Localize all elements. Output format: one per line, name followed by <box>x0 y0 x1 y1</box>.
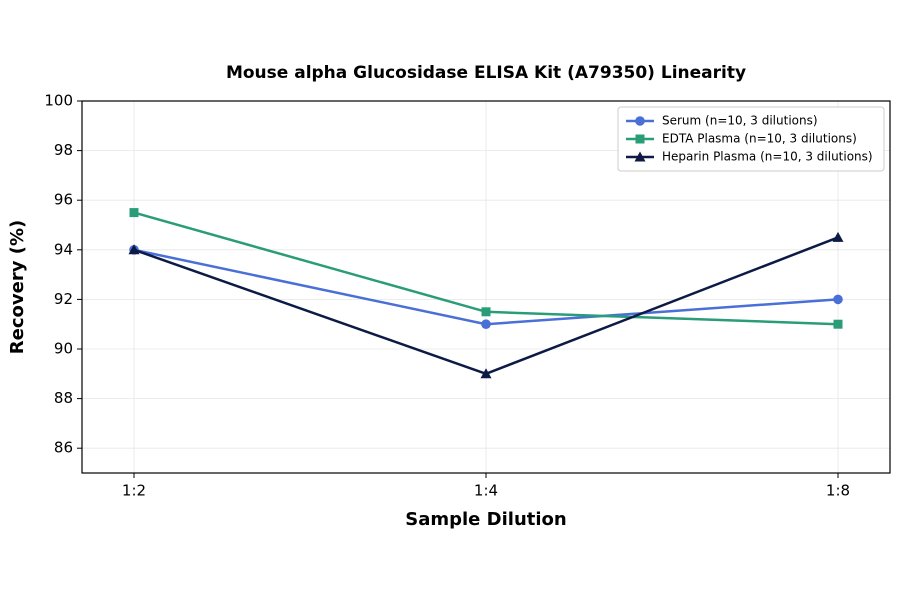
legend-label: Serum (n=10, 3 dilutions) <box>662 114 818 128</box>
data-point <box>832 231 844 242</box>
data-point <box>833 319 843 329</box>
y-tick-label: 86 <box>54 439 73 457</box>
x-tick-label: 1:2 <box>122 482 146 500</box>
data-point <box>128 244 140 255</box>
y-tick-label: 90 <box>54 340 73 358</box>
y-tick-label: 92 <box>54 290 73 308</box>
data-point <box>481 307 491 317</box>
legend-label: EDTA Plasma (n=10, 3 dilutions) <box>662 132 857 146</box>
data-point <box>129 208 139 218</box>
y-tick-label: 100 <box>44 92 73 110</box>
legend-label: Heparin Plasma (n=10, 3 dilutions) <box>662 150 873 164</box>
data-point <box>833 294 843 305</box>
legend: Serum (n=10, 3 dilutions) EDTA Plasma (n=… <box>617 106 885 172</box>
legend-marker <box>634 151 646 162</box>
data-point <box>480 368 492 379</box>
plot-frame <box>81 100 891 474</box>
legend-marker <box>635 134 645 144</box>
y-axis-label: Recovery (%) <box>7 220 28 354</box>
x-tick-label: 1:8 <box>826 482 850 500</box>
chart-title: Mouse alpha Glucosidase ELISA Kit (A7935… <box>226 63 746 83</box>
y-tick-label: 94 <box>54 240 73 258</box>
x-axis-label: Sample Dilution <box>405 509 566 530</box>
legend-box <box>617 106 885 172</box>
legend-marker <box>635 116 645 126</box>
data-point <box>481 319 491 330</box>
y-tick-label: 88 <box>54 389 73 407</box>
x-tick-label: 1:4 <box>474 482 498 500</box>
y-tick-label: 98 <box>54 141 73 159</box>
y-tick-label: 96 <box>54 191 73 209</box>
